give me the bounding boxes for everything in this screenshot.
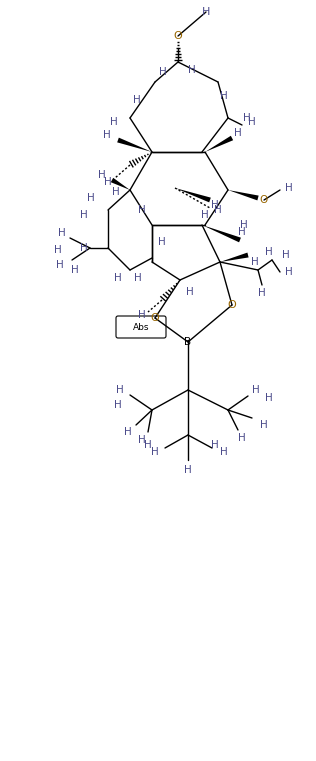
Text: H: H <box>138 310 146 320</box>
Text: H: H <box>71 265 79 275</box>
Text: H: H <box>252 385 260 395</box>
Text: O: O <box>151 313 159 323</box>
Text: H: H <box>110 117 118 127</box>
Polygon shape <box>117 138 152 152</box>
Text: H: H <box>211 440 219 450</box>
Text: H: H <box>133 95 141 105</box>
FancyBboxPatch shape <box>116 316 166 338</box>
Text: H: H <box>248 117 256 127</box>
Text: H: H <box>260 420 268 430</box>
Text: H: H <box>234 128 242 138</box>
Polygon shape <box>205 135 233 152</box>
Text: H: H <box>159 67 167 77</box>
Text: H: H <box>265 393 273 403</box>
Text: H: H <box>151 447 159 457</box>
Polygon shape <box>202 225 241 242</box>
Text: O: O <box>173 31 182 41</box>
Text: H: H <box>188 65 196 75</box>
Text: H: H <box>220 91 228 101</box>
Text: H: H <box>114 273 122 283</box>
Polygon shape <box>111 178 130 190</box>
Text: O: O <box>228 300 236 310</box>
Text: H: H <box>112 187 120 197</box>
Text: Abs: Abs <box>133 323 149 332</box>
Text: H: H <box>201 210 209 220</box>
Text: H: H <box>282 250 290 260</box>
Text: H: H <box>103 130 111 140</box>
Text: H: H <box>87 193 95 203</box>
Text: H: H <box>58 228 66 238</box>
Text: H: H <box>184 465 192 475</box>
Text: H: H <box>80 243 88 253</box>
Text: H: H <box>138 435 146 445</box>
Text: H: H <box>56 260 64 270</box>
Text: H: H <box>116 385 124 395</box>
Text: H: H <box>240 220 248 230</box>
Text: H: H <box>104 177 112 187</box>
Polygon shape <box>175 188 211 202</box>
Text: H: H <box>285 183 293 193</box>
Polygon shape <box>220 253 249 262</box>
Polygon shape <box>228 190 258 200</box>
Text: H: H <box>265 247 273 257</box>
Text: B: B <box>185 337 191 347</box>
Text: H: H <box>202 7 210 17</box>
Text: H: H <box>214 205 222 215</box>
Text: H: H <box>258 288 266 298</box>
Text: H: H <box>98 170 106 180</box>
Text: H: H <box>220 447 228 457</box>
Text: H: H <box>158 237 166 247</box>
Text: H: H <box>238 227 246 237</box>
Text: H: H <box>251 257 259 267</box>
Text: H: H <box>80 210 88 220</box>
Text: H: H <box>238 433 246 443</box>
Text: H: H <box>211 200 219 210</box>
Text: H: H <box>243 113 251 123</box>
Text: O: O <box>260 195 268 205</box>
Text: H: H <box>285 267 293 277</box>
Text: H: H <box>54 245 62 255</box>
Text: H: H <box>124 427 132 437</box>
Text: H: H <box>144 440 152 450</box>
Text: H: H <box>114 400 122 410</box>
Text: H: H <box>134 273 142 283</box>
Text: H: H <box>186 287 194 297</box>
Text: H: H <box>138 205 146 215</box>
